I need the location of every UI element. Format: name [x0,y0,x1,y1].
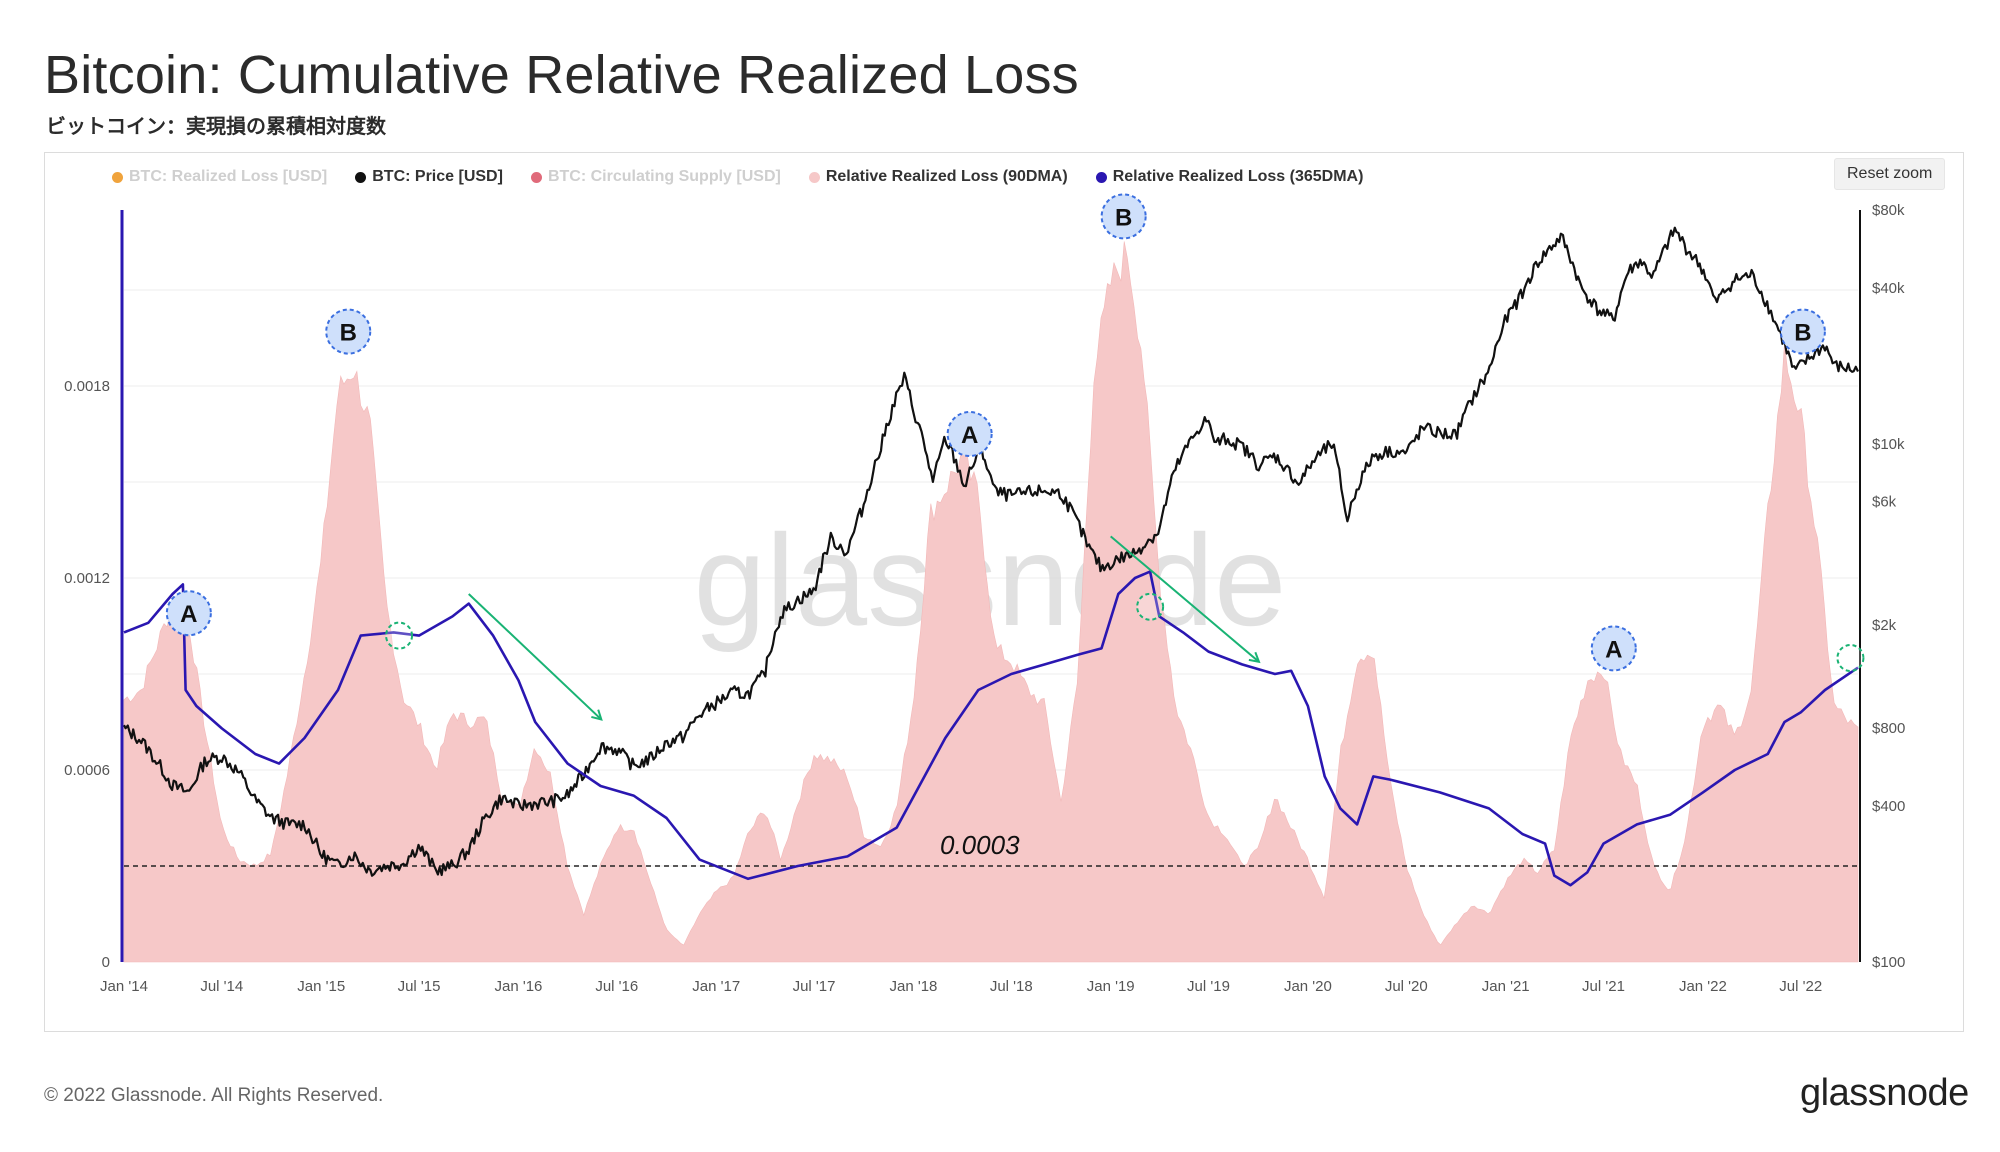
x-tick-label: Jan '17 [692,978,740,995]
legend-item-loss-90dma[interactable]: Relative Realized Loss (90DMA) [808,168,1068,186]
chart-axes: 0 0.0006 0.0012 0.0018 $100 $400 $800 $2k $6k $10… [64,202,1905,995]
x-tick-label: Jan '16 [495,978,543,995]
y-right-tick-label: $2k [1872,617,1897,634]
legend-label-loss-365dma: Relative Realized Loss (365DMA) [1112,168,1364,185]
annotation-badge-circle [1590,625,1637,672]
y-left-tick-label: 0.0012 [64,570,110,587]
legend-item-loss-365dma[interactable]: Relative Realized Loss (365DMA) [1095,168,1364,186]
x-tick-label: Jul '20 [1385,978,1428,995]
legend-label-price: BTC: Price [USD] [372,168,503,185]
y-right-tick-label: $100 [1872,954,1905,971]
trend-arrows [468,535,1259,719]
series-price [123,226,1859,877]
y-right-tick-label: $10k [1872,436,1905,453]
annotation-badge-label: A [961,422,978,449]
x-tick-label: Jan '19 [1087,978,1135,995]
legend-dot-loss-90dma [808,171,820,183]
x-tick-label: Jan '20 [1284,978,1332,995]
chart-legend: BTC: Realized Loss [USD] BTC: Price [USD… [112,168,1363,186]
chart-svg: glassnode 0.0003 00.00060.00120.0018$100… [64,193,1905,995]
x-tick-label: Jul '17 [793,978,836,995]
copyright-text: © 2022 Glassnode. All Rights Reserved. [44,1085,384,1106]
y-right-tick-label: $6k [1872,493,1897,510]
annotation-badge-circle [946,411,993,457]
annotation-badge-label: A [1605,636,1622,663]
x-tick-label: Jul '18 [990,978,1033,995]
reference-line: 0.0003 [124,830,1858,867]
reset-zoom-button[interactable]: Reset zoom [1834,158,1946,190]
legend-dot-loss-365dma [1095,171,1107,183]
x-tick-label: Jul '15 [398,978,441,995]
annotation-badge-circle [165,590,212,637]
pivot-marker [1136,592,1165,621]
legend-item-realized-loss[interactable]: BTC: Realized Loss [USD] [112,168,327,186]
line-loss-365dma [123,570,1859,887]
x-tick-label: Jan '18 [890,978,938,995]
pivot-marker [1836,644,1865,672]
y-right-tick-label: $400 [1872,798,1905,815]
line-price [123,226,1859,877]
legend-item-price[interactable]: BTC: Price [USD] [355,168,503,186]
annotation-badge-label: A [180,601,197,628]
annotation-badge-label: B [1794,320,1811,347]
y-left-tick-label: 0.0018 [64,378,110,395]
x-tick-label: Jul '16 [595,978,638,995]
x-tick-label: Jul '14 [200,978,243,995]
annotation-badges: A B A B A B [165,193,1826,672]
reference-line-label: 0.0003 [940,830,1020,860]
x-tick-label: Jan '14 [100,978,148,995]
annotation-badge-circle [325,308,372,355]
trend-arrow [1110,535,1259,661]
legend-label-realized-loss: BTC: Realized Loss [USD] [129,168,328,185]
chart-subtitle: ビットコイン：実現損の累積相対度数 [46,116,386,138]
y-right-tick-label: $80k [1872,202,1905,219]
legend-dot-price [355,171,367,183]
chart-panel [44,152,1964,1032]
pivot-markers [385,592,1865,672]
annotation-badge-label: B [1115,204,1132,231]
annotation-badge-circle [1100,193,1147,240]
chart-title: Bitcoin: Cumulative Relative Realized Lo… [44,45,1079,105]
series-loss-365dma [123,570,1859,887]
x-tick-label: Jul '22 [1779,978,1822,995]
legend-dot-supply [530,171,542,183]
y-left-tick-label: 0.0006 [64,762,110,779]
x-tick-label: Jan '15 [297,978,345,995]
legend-dot-realized-loss [112,171,123,183]
y-right-tick-label: $800 [1872,720,1905,737]
legend-label-loss-90dma: Relative Realized Loss (90DMA) [825,168,1068,185]
area-loss-90dma [123,241,1859,963]
x-tick-label: Jul '21 [1582,978,1625,995]
legend-label-supply: BTC: Circulating Supply [USD] [547,168,781,185]
trend-arrow [468,593,601,719]
brand-logo: glassnode [1800,1072,1969,1114]
y-left-tick-label: 0 [102,954,110,971]
pivot-marker [385,621,414,650]
annotation-badge-label: B [340,320,357,347]
legend-item-supply[interactable]: BTC: Circulating Supply [USD] [530,168,781,186]
series-loss-90dma [123,241,1859,963]
x-tick-label: Jan '21 [1482,978,1530,995]
x-tick-label: Jul '19 [1187,978,1230,995]
annotation-badge-circle [1779,308,1826,355]
y-right-tick-label: $40k [1872,280,1905,297]
x-tick-label: Jan '22 [1679,978,1727,995]
